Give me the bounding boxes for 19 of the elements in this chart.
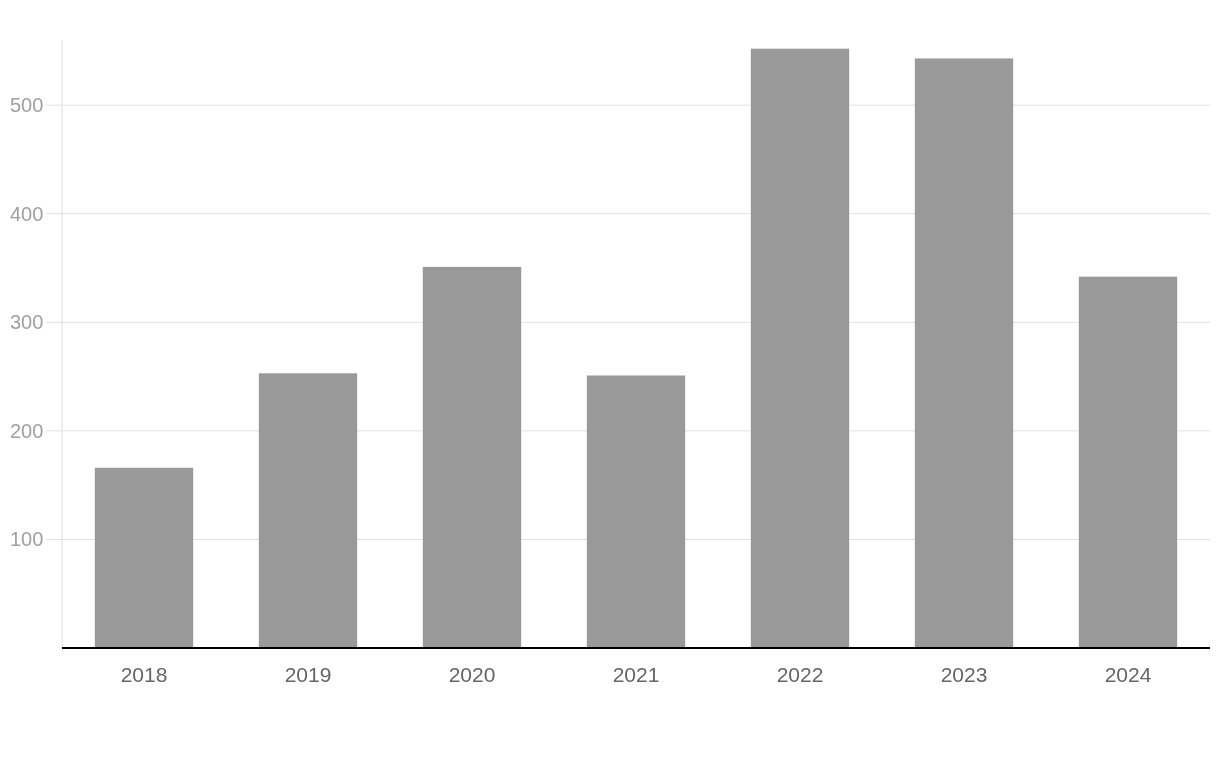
x-tick-label: 2022 [776, 663, 824, 686]
bar [1078, 276, 1178, 648]
x-tick-label: 2023 [940, 663, 988, 686]
x-tick-label: 2020 [448, 663, 496, 686]
bar [258, 373, 358, 648]
x-tick-label: 2024 [1104, 663, 1152, 686]
bar [914, 58, 1014, 648]
bar [750, 48, 850, 648]
y-tick-label: 400 [10, 202, 44, 225]
y-tick-label: 100 [10, 528, 44, 551]
bar [422, 266, 522, 648]
y-tick-label: 300 [10, 311, 44, 334]
x-tick-label: 2021 [612, 663, 660, 686]
y-tick-label: 500 [10, 94, 44, 117]
bar [94, 467, 194, 648]
x-tick-label: 2019 [284, 663, 332, 686]
bar [586, 375, 686, 648]
y-tick-label: 200 [10, 419, 44, 442]
x-tick-label: 2018 [120, 663, 168, 686]
